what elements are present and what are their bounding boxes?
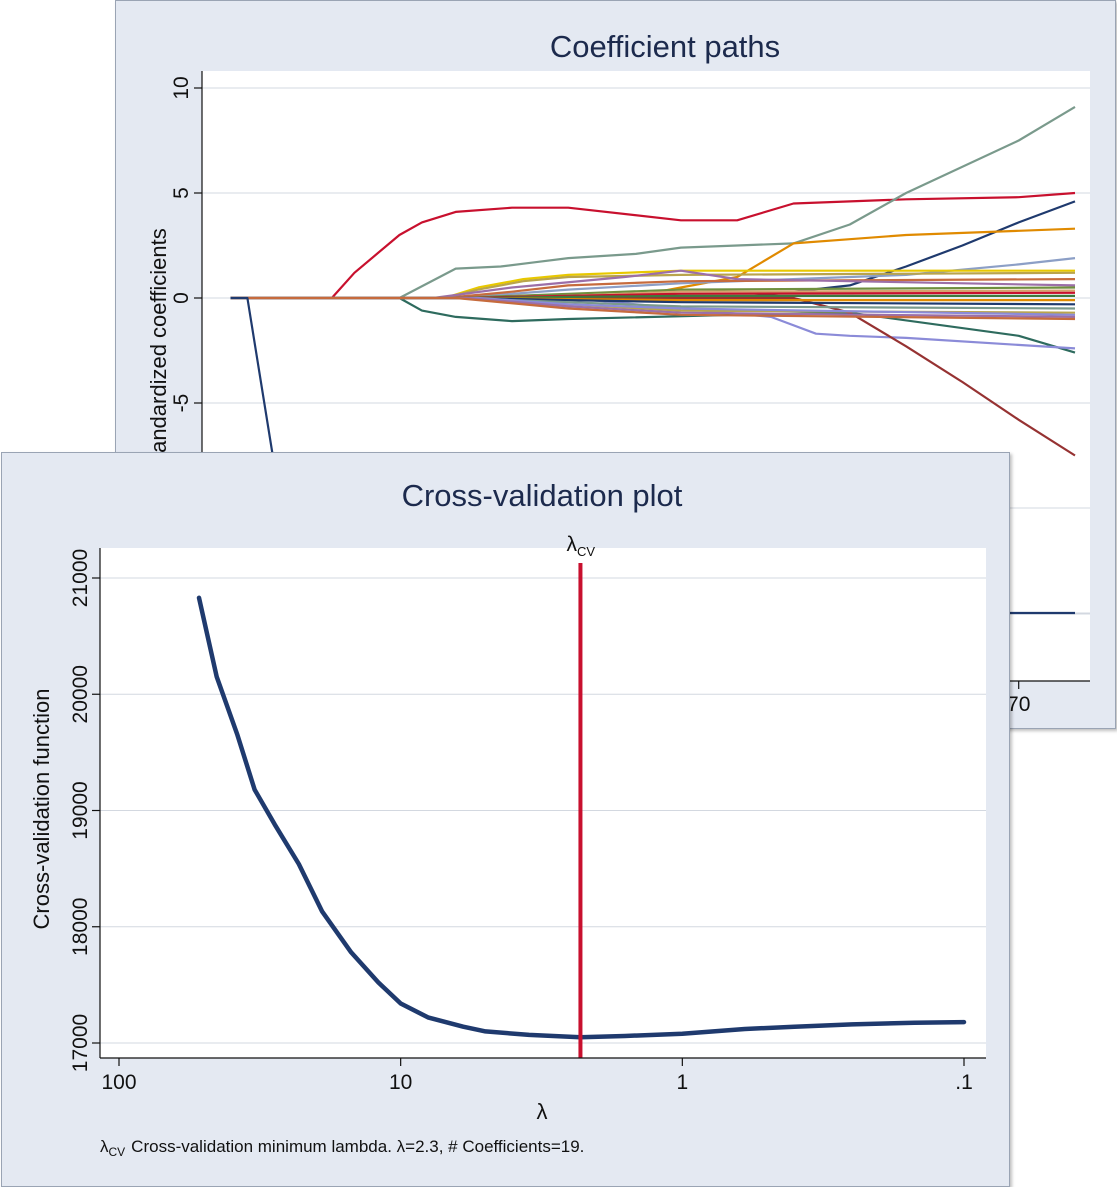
footnote-symbol: λ (100, 1137, 109, 1156)
x-tick-label: .1 (955, 1071, 973, 1094)
x-tick-label: 1 (676, 1071, 688, 1094)
plot-area (100, 548, 986, 1058)
x-tick-label: 70 (1007, 693, 1030, 716)
footnote-text: Cross-validation minimum lambda. λ=2.3, … (131, 1137, 584, 1156)
y-tick-label: -5 (170, 394, 193, 413)
x-tick-label: 10 (389, 1071, 412, 1094)
series-line (230, 296, 1076, 457)
x-axis-label: λ (537, 1099, 548, 1124)
cv-curve (196, 595, 967, 1040)
y-axis-label: Standardized coefficients (146, 228, 171, 473)
y-axis-label: Cross-validation function (29, 689, 54, 930)
y-tick-label: 5 (170, 187, 193, 199)
series-line (230, 296, 1076, 321)
x-tick-label: 100 (101, 1071, 136, 1094)
cross-validation-chart: Cross-validation plot λCV 17000180001900… (29, 478, 986, 1159)
footnote-symbol-sub: CV (109, 1145, 126, 1159)
y-tick-label: 20000 (69, 665, 92, 723)
y-tick-label: 10 (170, 76, 193, 99)
lambda-cv-label: λCV (566, 533, 595, 559)
y-tick-label: 21000 (69, 549, 92, 607)
chart-title: Coefficient paths (550, 29, 780, 64)
cross-validation-window: Cross-validation plot λCV 17000 18000 1900… (1, 452, 1010, 1187)
y-tick-label: 0 (170, 292, 193, 304)
y-tick-label: 17000 (69, 1014, 92, 1072)
footnote: λCV Cross-validation minimum lambda. λ=2.… (100, 1137, 584, 1159)
chart-title: Cross-validation plot (402, 478, 683, 513)
series-line (230, 191, 1076, 300)
y-tick-label: 19000 (69, 781, 92, 839)
series-line (230, 105, 1076, 300)
series-line (230, 296, 1076, 354)
y-tick-label: 18000 (69, 898, 92, 956)
